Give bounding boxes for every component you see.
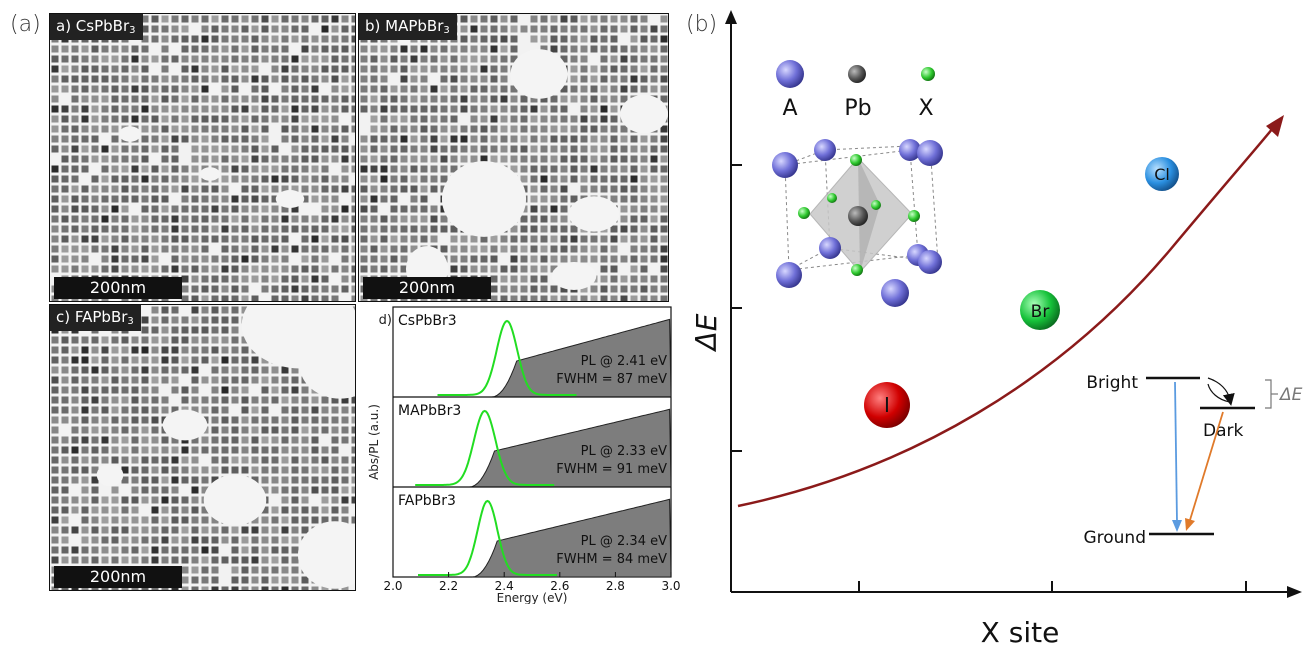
tem-texture bbox=[50, 305, 355, 590]
point-cl: Cl bbox=[1145, 157, 1179, 191]
atom-a-icon bbox=[776, 60, 804, 88]
series-name: CsPbBr3 bbox=[398, 313, 457, 329]
dark-label: Dark bbox=[1203, 421, 1243, 441]
x-tick-label: 2.6 bbox=[550, 579, 569, 593]
x-tick-label: 2.2 bbox=[439, 579, 458, 593]
trend-curve-arrow bbox=[1266, 115, 1284, 137]
x-tick-label: 2.4 bbox=[495, 579, 514, 593]
tem-image-fapbbr3: c) FAPbBr3 200nm bbox=[49, 304, 356, 591]
absorption-area bbox=[472, 498, 672, 578]
pl-peak-label: PL @ 2.33 eV bbox=[581, 444, 667, 459]
y-axis-label: ΔE bbox=[690, 313, 723, 352]
series-name: MAPbBr3 bbox=[398, 403, 461, 419]
perovskite-crystal-icon bbox=[772, 139, 943, 307]
legend-x: X bbox=[918, 96, 933, 121]
x-tick-label: 2.0 bbox=[383, 579, 402, 593]
point-label: Br bbox=[1031, 302, 1050, 322]
spectrum-row-mapbbr3: MAPbBr3 PL @ 2.33 eV FWHM = 91 meV bbox=[393, 396, 672, 488]
pl-curve bbox=[415, 409, 555, 486]
spectrum-row-fapbbr3: FAPbBr3 PL @ 2.34 eV FWHM = 84 meV bbox=[393, 486, 672, 578]
scale-bar: 200nm bbox=[54, 277, 182, 299]
delta-e-label: ΔE bbox=[1278, 385, 1303, 405]
pl-peak-label: PL @ 2.41 eV bbox=[581, 354, 667, 369]
fwhm-label: FWHM = 84 meV bbox=[556, 552, 667, 567]
atom-legend: A Pb X bbox=[776, 60, 935, 121]
legend-a: A bbox=[782, 96, 797, 121]
axis-ticks bbox=[731, 164, 1247, 592]
x-axis-arrow bbox=[1287, 586, 1302, 598]
tem-tag-cspbbr3: a) CsPbBr3 bbox=[50, 14, 143, 40]
spectrum-row-cspbbr3: CsPbBr3 PL @ 2.41 eV FWHM = 87 meV bbox=[398, 313, 672, 398]
pl-curve bbox=[437, 319, 577, 396]
point-br: Br bbox=[1020, 290, 1060, 330]
panel-a-label: (a) bbox=[10, 12, 41, 37]
energy-level-diagram: Bright Dark Ground ΔE bbox=[1083, 373, 1302, 548]
point-label: I bbox=[884, 393, 890, 417]
spectra-panel-label: d) bbox=[379, 313, 392, 328]
scale-bar: 200nm bbox=[363, 277, 491, 299]
spectra-ylabel: Abs/PL (a.u.) bbox=[367, 404, 381, 480]
tem-tag-mapbbr3: b) MAPbBr3 bbox=[359, 14, 457, 40]
legend-pb: Pb bbox=[844, 96, 871, 121]
point-i: I bbox=[864, 382, 910, 428]
tem-texture bbox=[359, 14, 668, 301]
tem-image-mapbbr3: b) MAPbBr3 200nm bbox=[358, 13, 669, 302]
atom-pb-icon bbox=[848, 65, 866, 83]
panel-b-chart: X site ΔE I Br Cl A Pb X bbox=[690, 10, 1303, 647]
tem-texture bbox=[50, 14, 355, 301]
x-axis-label: X site bbox=[981, 616, 1060, 647]
trend-curve bbox=[737, 127, 1274, 508]
panel-b-label: (b) bbox=[686, 12, 718, 37]
bright-label: Bright bbox=[1086, 373, 1138, 393]
x-tick-label: 2.8 bbox=[606, 579, 625, 593]
x-tick-label: 3.0 bbox=[661, 579, 680, 593]
pl-peak-label: PL @ 2.34 eV bbox=[581, 534, 667, 549]
spectra-panel: CsPbBr3 PL @ 2.41 eV FWHM = 87 meV MAPbBr3 P… bbox=[367, 306, 680, 604]
spectra-xlabel: Energy (eV) bbox=[497, 591, 568, 604]
fwhm-label: FWHM = 87 meV bbox=[556, 372, 667, 387]
fwhm-label: FWHM = 91 meV bbox=[556, 462, 667, 477]
tem-image-cspbbr3: a) CsPbBr3 200nm bbox=[49, 13, 356, 302]
atom-x-icon bbox=[921, 67, 935, 81]
point-label: Cl bbox=[1154, 165, 1170, 184]
tem-tag-fapbbr3: c) FAPbBr3 bbox=[50, 305, 141, 331]
y-axis-arrow bbox=[725, 10, 737, 24]
ground-label: Ground bbox=[1083, 528, 1146, 548]
absorption-area bbox=[469, 408, 672, 488]
series-name: FAPbBr3 bbox=[398, 493, 456, 509]
scale-bar: 200nm bbox=[54, 566, 182, 588]
pl-curve bbox=[418, 499, 557, 576]
